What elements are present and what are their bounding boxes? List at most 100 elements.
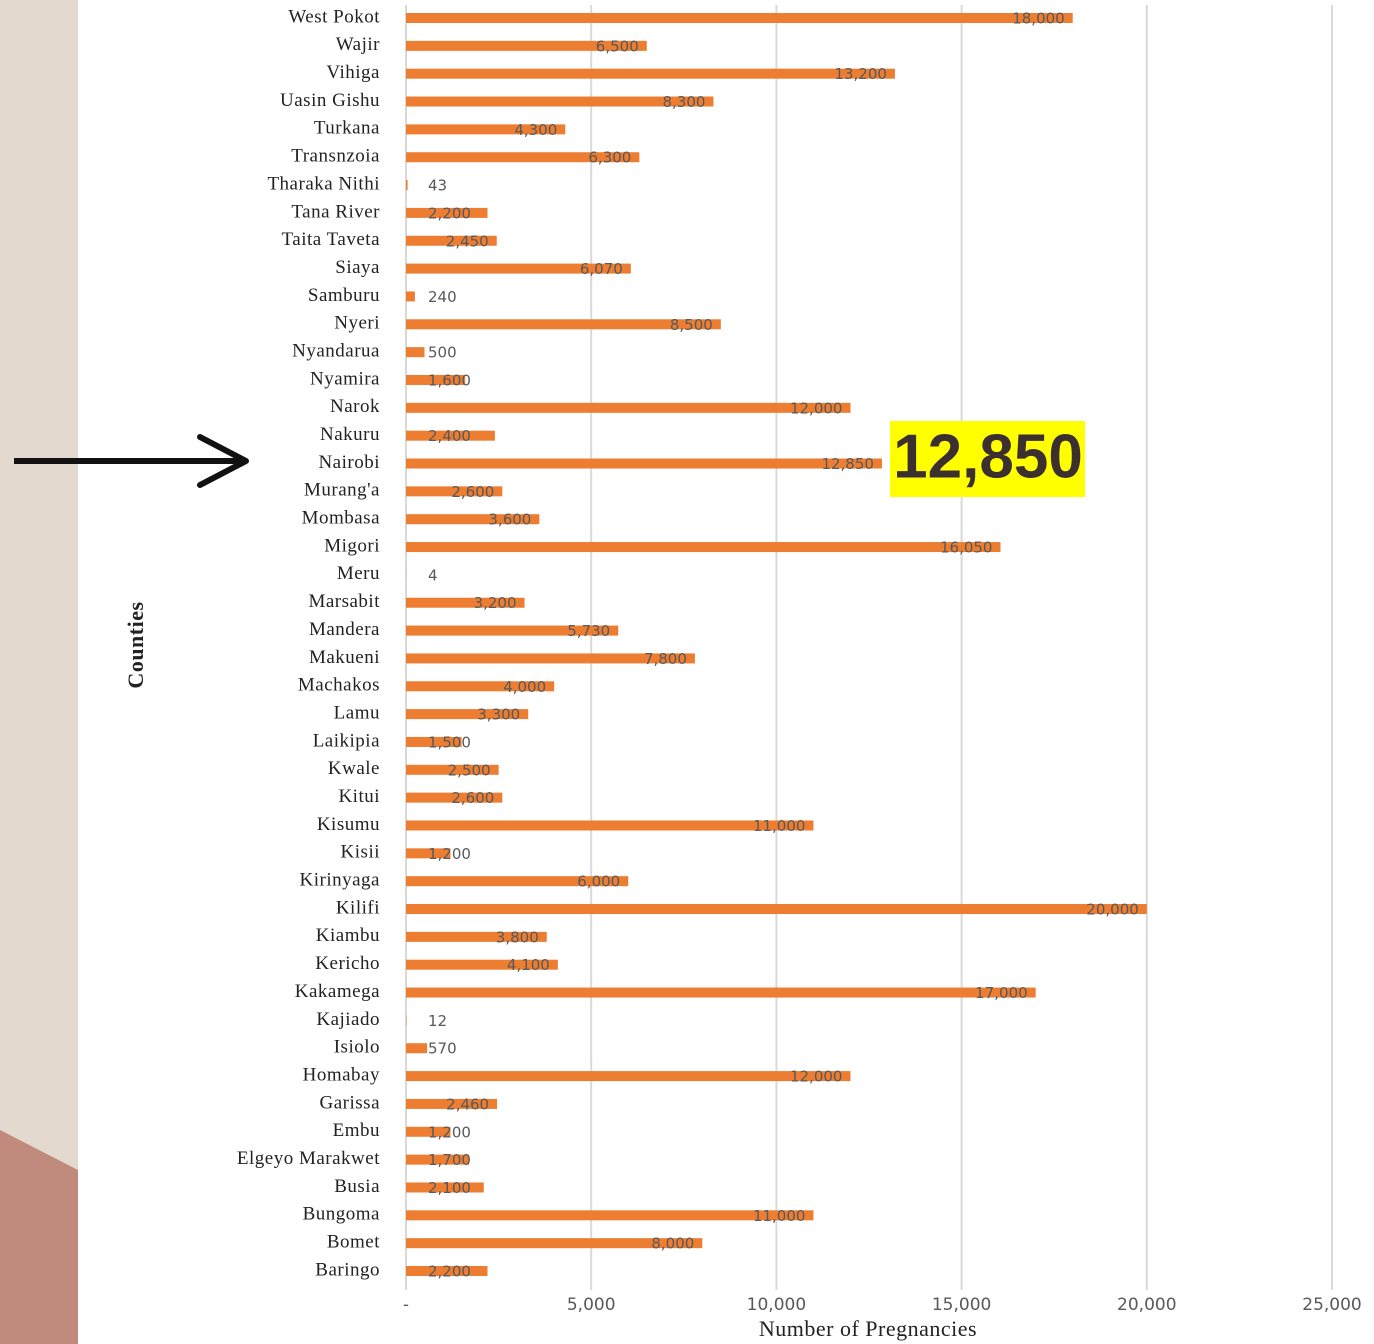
y-tick-label: Taita Taveta bbox=[282, 229, 381, 250]
y-tick-label: Kirinyaga bbox=[300, 870, 381, 891]
value-label: 2,600 bbox=[451, 483, 494, 501]
y-tick-label: Makueni bbox=[309, 647, 380, 668]
y-tick-label: Vihiga bbox=[326, 62, 380, 83]
bar bbox=[406, 959, 558, 970]
value-label: 6,500 bbox=[596, 37, 639, 55]
value-label: 12,850 bbox=[821, 455, 874, 473]
y-tick-label: Turkana bbox=[314, 118, 380, 139]
value-label: 4,100 bbox=[507, 956, 550, 974]
value-label: 43 bbox=[428, 177, 447, 195]
bar bbox=[406, 848, 451, 859]
bar bbox=[406, 458, 882, 469]
value-label: 12,000 bbox=[790, 1068, 843, 1086]
y-tick-label: Laikipia bbox=[313, 730, 380, 751]
x-tick-label: 10,000 bbox=[747, 1295, 806, 1315]
y-tick-label: Nairobi bbox=[318, 452, 380, 473]
x-axis-title: Number of Pregnancies bbox=[759, 1316, 977, 1341]
y-tick-label: Machakos bbox=[298, 675, 380, 696]
y-tick-label: Mandera bbox=[309, 619, 380, 640]
y-tick-label: Nakuru bbox=[320, 424, 380, 445]
highlight-box bbox=[890, 421, 1085, 497]
bar bbox=[406, 542, 1001, 553]
y-tick-label: Tharaka Nithi bbox=[267, 173, 380, 194]
y-tick-label: Bomet bbox=[327, 1232, 380, 1253]
bar bbox=[406, 931, 547, 942]
y-tick-label: Narok bbox=[330, 396, 380, 417]
value-label: 2,450 bbox=[446, 232, 489, 250]
side-panel bbox=[0, 0, 78, 1344]
bar bbox=[406, 180, 408, 191]
y-tick-label: Kajiado bbox=[316, 1009, 380, 1030]
value-label: 3,600 bbox=[488, 511, 531, 529]
bars: West Pokot 18,000 Wajir 6,500 Vihiga 13,200 Ua… bbox=[237, 6, 1147, 1281]
y-tick-label: Murang'a bbox=[304, 480, 380, 501]
y-tick-label: Kisii bbox=[341, 842, 380, 863]
bar bbox=[406, 235, 497, 246]
bar bbox=[406, 764, 499, 775]
bar bbox=[406, 347, 425, 358]
value-label: 2,600 bbox=[451, 789, 494, 807]
y-tick-label: West Pokot bbox=[288, 6, 380, 27]
x-tick-label: 15,000 bbox=[932, 1295, 991, 1315]
value-label: 8,300 bbox=[662, 93, 705, 111]
y-tick-label: Lamu bbox=[334, 702, 380, 723]
bar bbox=[406, 13, 1073, 23]
y-tick-label: Siaya bbox=[335, 257, 380, 278]
value-label: 4,000 bbox=[503, 678, 546, 696]
bar bbox=[406, 904, 1147, 915]
value-label: 16,050 bbox=[940, 539, 993, 557]
side-shape bbox=[0, 1130, 78, 1344]
x-tick-label: 20,000 bbox=[1117, 1295, 1176, 1315]
y-tick-label: Kericho bbox=[315, 953, 380, 974]
value-label: 12 bbox=[428, 1012, 447, 1030]
bar bbox=[406, 514, 540, 525]
bar bbox=[406, 152, 640, 163]
value-label: 4,300 bbox=[514, 121, 557, 139]
value-label: 1,600 bbox=[428, 371, 471, 389]
y-tick-label: Tana River bbox=[291, 201, 380, 222]
bar bbox=[406, 430, 495, 441]
bar bbox=[406, 291, 415, 302]
value-label: 11,000 bbox=[753, 1207, 806, 1225]
y-tick-label: Homabay bbox=[303, 1064, 380, 1085]
value-label: 1,200 bbox=[428, 1123, 471, 1141]
bar bbox=[406, 1098, 498, 1109]
value-label: 17,000 bbox=[975, 984, 1028, 1002]
value-label: 11,000 bbox=[753, 817, 806, 835]
y-tick-label: Kitui bbox=[338, 786, 380, 807]
value-label: 500 bbox=[428, 344, 457, 362]
y-tick-label: Embu bbox=[333, 1120, 380, 1141]
y-tick-label: Nyamira bbox=[310, 368, 380, 389]
bar bbox=[406, 987, 1036, 998]
y-tick-label: Nyeri bbox=[334, 313, 380, 334]
annotation: 12,850 bbox=[893, 422, 1083, 491]
bar bbox=[406, 374, 466, 385]
bar bbox=[406, 96, 714, 107]
bar bbox=[406, 1043, 428, 1054]
y-tick-label: Migori bbox=[324, 535, 380, 556]
value-label: 4 bbox=[428, 566, 438, 584]
value-label: 13,200 bbox=[834, 65, 887, 83]
bar bbox=[406, 653, 695, 664]
value-label: 5,730 bbox=[567, 622, 610, 640]
value-label: 570 bbox=[428, 1040, 457, 1058]
bar bbox=[406, 736, 462, 747]
value-label: 1,700 bbox=[428, 1151, 471, 1169]
bar bbox=[406, 68, 895, 79]
bar bbox=[406, 263, 631, 274]
value-label: 6,000 bbox=[577, 873, 620, 891]
value-label: 2,460 bbox=[446, 1095, 489, 1113]
bar bbox=[406, 1266, 488, 1276]
bar bbox=[406, 40, 647, 51]
bar bbox=[406, 625, 619, 636]
value-label: 6,300 bbox=[588, 149, 631, 167]
y-tick-label: Baringo bbox=[315, 1259, 380, 1280]
value-label: 6,070 bbox=[580, 260, 623, 278]
y-tick-label: Isiolo bbox=[334, 1037, 380, 1058]
y-tick-label: Meru bbox=[337, 563, 380, 584]
bar bbox=[406, 597, 525, 608]
x-tick-label: - bbox=[403, 1295, 409, 1315]
bar bbox=[406, 1154, 469, 1165]
y-tick-label: Transnzoia bbox=[291, 146, 380, 167]
bar bbox=[406, 1126, 451, 1137]
